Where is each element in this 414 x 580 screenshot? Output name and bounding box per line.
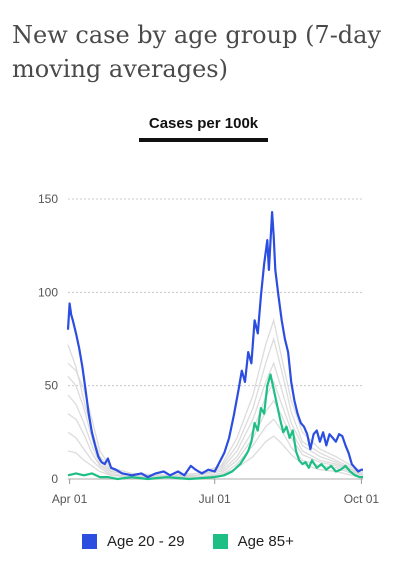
legend-swatch-age-85-plus — [212, 533, 228, 549]
legend-swatch-age-20-29 — [82, 533, 97, 549]
series-line-age-20-29 — [66, 211, 363, 479]
legend-item-age-20-29: Age 20 - 29 — [82, 533, 185, 550]
background-series-line-3 — [67, 380, 364, 478]
y-tick-label: 0 — [51, 472, 58, 486]
chart-title: New case by age group (7-day moving aver… — [12, 21, 382, 83]
x-tick-label: Apr 01 — [52, 492, 88, 506]
y-tick-label: 100 — [38, 285, 58, 299]
legend-label-age-20-29: Age 20 - 29 — [107, 532, 185, 550]
series-line-age-85-plus — [67, 373, 363, 481]
chart-legend: Age 20 - 29 Age 85+ — [82, 531, 322, 551]
tab-cases-per-100k[interactable]: Cases per 100k — [139, 115, 268, 142]
x-tick-label: Oct 01 — [344, 492, 380, 506]
y-tick-label: 50 — [45, 379, 59, 393]
legend-item-age-85-plus: Age 85+ — [212, 532, 294, 550]
legend-label-age-85-plus: Age 85+ — [237, 532, 294, 550]
y-tick-label: 150 — [38, 192, 58, 206]
background-series-line-0 — [67, 317, 364, 476]
x-tick-label: Jul 01 — [199, 492, 231, 506]
background-series-line-4 — [67, 399, 364, 478]
background-series-line-1 — [67, 336, 364, 476]
